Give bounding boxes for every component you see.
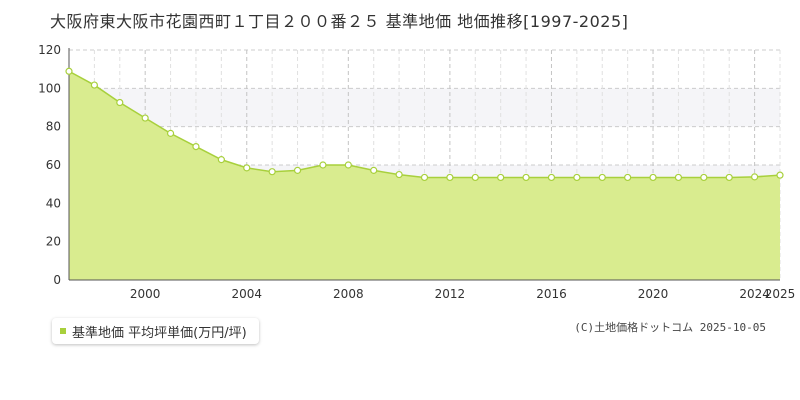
axes bbox=[68, 48, 780, 281]
data-point bbox=[166, 129, 175, 137]
data-point bbox=[471, 173, 479, 182]
data-point bbox=[649, 173, 657, 182]
data-point bbox=[598, 173, 606, 182]
y-tick-label: 20 bbox=[46, 235, 61, 249]
y-tick-label: 80 bbox=[46, 120, 61, 134]
x-tick-label: 2016 bbox=[536, 287, 567, 300]
data-point bbox=[217, 156, 225, 164]
data-point bbox=[243, 164, 251, 172]
data-point bbox=[446, 173, 454, 182]
legend-swatch bbox=[60, 328, 66, 334]
chart-title: 大阪府東大阪市花園西町１丁目２００番２５ 基準地価 地価推移[1997-2025… bbox=[50, 12, 629, 31]
x-tick-label: 2004 bbox=[231, 287, 262, 300]
y-tick-labels: 0 20 40 60 80 100 120 bbox=[38, 43, 61, 287]
data-point bbox=[497, 173, 505, 182]
data-point bbox=[674, 173, 683, 182]
data-point bbox=[192, 143, 200, 151]
data-point bbox=[420, 173, 429, 182]
y-tick-label: 60 bbox=[46, 158, 61, 172]
series-area bbox=[69, 71, 780, 281]
y-tick-label: 100 bbox=[38, 81, 61, 95]
x-tick-label: 2012 bbox=[435, 287, 466, 300]
x-tick-label: 2020 bbox=[638, 287, 669, 300]
data-point bbox=[776, 171, 784, 179]
data-point bbox=[725, 173, 733, 182]
x-tick-label: 2024 bbox=[739, 287, 770, 300]
data-point bbox=[751, 173, 759, 181]
x-tick-label: 2025 bbox=[765, 287, 796, 300]
grid-band bbox=[69, 50, 780, 89]
data-point bbox=[547, 173, 556, 182]
data-point bbox=[268, 168, 276, 176]
data-point bbox=[395, 170, 403, 179]
legend: 基準地価 平均坪単価(万円/坪) bbox=[52, 318, 259, 344]
data-point bbox=[116, 98, 124, 107]
data-point bbox=[522, 173, 530, 182]
x-tick-label: 2000 bbox=[130, 287, 161, 300]
data-point bbox=[700, 173, 708, 182]
data-point bbox=[65, 67, 73, 75]
data-point bbox=[370, 166, 378, 174]
data-point bbox=[319, 161, 327, 169]
y-tick-label: 120 bbox=[38, 43, 61, 57]
data-point bbox=[573, 173, 581, 182]
y-tick-label: 40 bbox=[46, 196, 61, 210]
data-point bbox=[624, 173, 632, 182]
data-point bbox=[141, 114, 149, 122]
data-point bbox=[344, 161, 352, 169]
data-points bbox=[65, 67, 784, 182]
y-tick-label: 0 bbox=[53, 273, 61, 287]
data-point bbox=[293, 166, 302, 174]
legend-label: 基準地価 平均坪単価(万円/坪) bbox=[72, 325, 247, 341]
price-chart: 0 20 40 60 80 100 120 2000 2004 2008 2012 2016 2020… bbox=[38, 43, 795, 300]
copyright-credit: (C)土地価格ドットコム 2025-10-05 bbox=[574, 321, 766, 334]
x-tick-label: 2008 bbox=[333, 287, 364, 300]
data-point bbox=[90, 81, 98, 89]
